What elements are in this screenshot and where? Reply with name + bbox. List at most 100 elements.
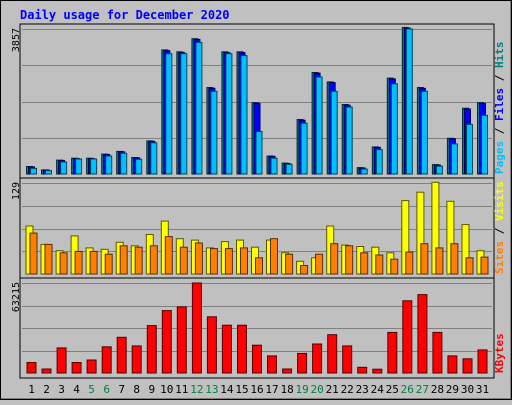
legend-separator: / bbox=[493, 121, 506, 141]
x-tick-day-5: 5 bbox=[88, 383, 95, 396]
bar-sites-day-10 bbox=[164, 236, 173, 275]
bar-pages-day-28 bbox=[435, 165, 443, 175]
bar-kbytes-day-17 bbox=[267, 355, 277, 374]
bar-sites-day-2 bbox=[44, 243, 53, 275]
bar-kbytes-day-6 bbox=[101, 346, 112, 374]
legend-item-kbytes: KBytes bbox=[493, 333, 506, 373]
x-tick-day-12: 12 bbox=[190, 383, 203, 396]
bar-pages-day-20 bbox=[315, 76, 323, 175]
bar-kbytes-day-1 bbox=[26, 362, 37, 374]
bar-kbytes-day-19 bbox=[297, 352, 308, 374]
bar-pages-day-22 bbox=[345, 106, 353, 175]
bar-sites-day-22 bbox=[345, 245, 354, 275]
bar-sites-day-25 bbox=[390, 258, 399, 275]
bar-sites-day-3 bbox=[59, 252, 68, 275]
bar-pages-day-9 bbox=[150, 142, 158, 175]
bar-sites-day-15 bbox=[240, 247, 248, 275]
bar-pages-day-15 bbox=[240, 55, 248, 175]
bar-pages-day-5 bbox=[90, 158, 98, 175]
chart-panels: 3857 Pages / Files / Hits 129 Sites / Visit… bbox=[11, 23, 506, 379]
bar-kbytes-day-31 bbox=[477, 349, 488, 374]
bar-pages-day-3 bbox=[60, 161, 68, 175]
bar-pages-day-8 bbox=[135, 158, 143, 175]
bar-pages-day-2 bbox=[45, 170, 52, 175]
bar-sites-day-28 bbox=[435, 247, 444, 275]
x-tick-day-25: 25 bbox=[386, 383, 399, 396]
bar-pages-day-26 bbox=[405, 28, 413, 175]
x-tick-day-30: 30 bbox=[461, 383, 474, 396]
x-tick-day-23: 23 bbox=[356, 383, 369, 396]
panel-3: 63215 KBytes bbox=[11, 277, 506, 379]
bar-kbytes-day-29 bbox=[447, 355, 458, 374]
bar-pages-day-21 bbox=[330, 90, 338, 175]
x-tick-day-3: 3 bbox=[58, 383, 65, 396]
bar-kbytes-day-10 bbox=[161, 310, 172, 374]
bar-kbytes-day-18 bbox=[282, 368, 293, 374]
bar-sites-day-21 bbox=[330, 243, 339, 275]
bar-sites-day-8 bbox=[134, 246, 143, 275]
bar-pages-day-19 bbox=[300, 122, 308, 175]
bar-kbytes-day-5 bbox=[86, 359, 97, 374]
bar-sites-day-6 bbox=[104, 253, 113, 275]
bar-kbytes-day-2 bbox=[41, 368, 52, 374]
bar-pages-day-17 bbox=[270, 157, 278, 175]
legend-3: KBytes bbox=[493, 333, 506, 373]
bar-kbytes-day-16 bbox=[252, 344, 262, 374]
bar-sites-day-30 bbox=[465, 257, 474, 275]
bar-kbytes-day-24 bbox=[372, 368, 383, 374]
bar-sites-day-24 bbox=[375, 254, 384, 275]
x-tick-day-6: 6 bbox=[103, 383, 110, 396]
legend-item-pages: Pages bbox=[493, 141, 506, 174]
bar-sites-day-14 bbox=[224, 248, 233, 275]
chart-title: Daily usage for December 2020 bbox=[20, 8, 230, 22]
bar-pages-day-29 bbox=[450, 143, 458, 175]
bar-kbytes-day-21 bbox=[327, 334, 338, 374]
bar-sites-day-27 bbox=[420, 243, 429, 275]
bar-pages-day-30 bbox=[466, 123, 473, 175]
x-tick-day-2: 2 bbox=[43, 383, 50, 396]
bar-sites-day-12 bbox=[194, 242, 203, 275]
bar-kbytes-day-22 bbox=[342, 345, 353, 374]
x-tick-day-20: 20 bbox=[310, 383, 323, 396]
legend-item-visits: Visits bbox=[493, 181, 506, 221]
bar-sites-day-7 bbox=[119, 245, 128, 275]
panel-1: 3857 Pages / Files / Hits bbox=[11, 23, 506, 180]
bar-kbytes-day-8 bbox=[131, 345, 142, 374]
bar-kbytes-day-4 bbox=[71, 362, 82, 374]
bar-sites-day-5 bbox=[89, 250, 98, 275]
bar-pages-day-7 bbox=[120, 152, 128, 175]
x-tick-day-17: 17 bbox=[265, 383, 278, 396]
panel-2: 129 Sites / Visits bbox=[11, 177, 506, 280]
bar-pages-day-13 bbox=[210, 90, 218, 175]
y-max-label: 3857 bbox=[11, 28, 22, 52]
bar-sites-day-26 bbox=[405, 251, 414, 275]
x-tick-day-19: 19 bbox=[295, 383, 308, 396]
x-tick-day-29: 29 bbox=[446, 383, 459, 396]
x-tick-day-27: 27 bbox=[416, 383, 429, 396]
bar-sites-day-19 bbox=[300, 265, 309, 275]
y-max-label: 63215 bbox=[11, 282, 22, 312]
legend-item-sites: Sites bbox=[493, 241, 506, 274]
bar-sites-day-4 bbox=[74, 250, 83, 275]
bar-kbytes-day-23 bbox=[357, 366, 368, 374]
x-tick-day-21: 21 bbox=[326, 383, 339, 396]
x-axis-labels: 1 2 3 4 5 6 7 8 9 10 11 12 13 14 15 16 17 18 19 20 21 22 23 24 2… bbox=[28, 383, 489, 396]
bar-pages-day-1 bbox=[30, 167, 37, 175]
bar-sites-day-31 bbox=[480, 256, 489, 275]
x-tick-day-10: 10 bbox=[160, 383, 173, 396]
x-tick-day-7: 7 bbox=[118, 383, 125, 396]
bar-kbytes-day-25 bbox=[387, 331, 398, 374]
bar-kbytes-day-11 bbox=[176, 306, 187, 374]
x-tick-day-18: 18 bbox=[280, 383, 293, 396]
y-max-label: 129 bbox=[11, 182, 22, 200]
legend-separator: / bbox=[493, 68, 506, 88]
bar-pages-day-31 bbox=[481, 114, 488, 175]
bar-kbytes-day-14 bbox=[221, 324, 232, 374]
legend-item-files: Files bbox=[493, 88, 506, 121]
bar-sites-day-17 bbox=[270, 238, 278, 275]
bar-sites-day-13 bbox=[209, 248, 218, 275]
bar-pages-day-27 bbox=[420, 90, 428, 175]
bar-sites-day-29 bbox=[450, 243, 459, 275]
x-tick-day-9: 9 bbox=[148, 383, 155, 396]
